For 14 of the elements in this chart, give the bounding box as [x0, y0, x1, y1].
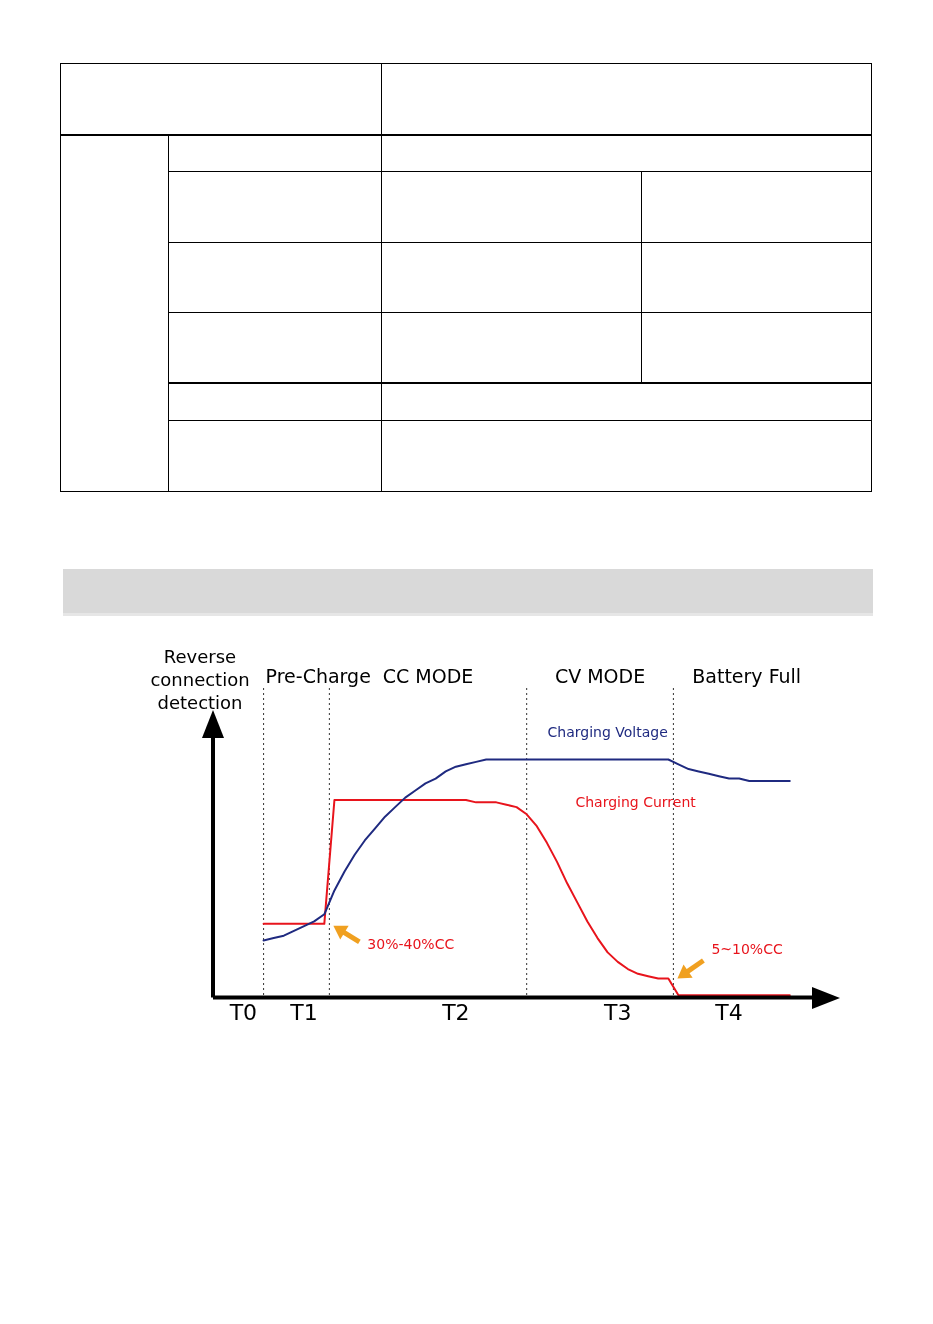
text: CV MODE — [554, 664, 646, 687]
x-tick-label: T0 — [228, 999, 258, 1025]
x-tick-label: T1 — [289, 999, 318, 1025]
x-tick-label: T2 — [441, 999, 470, 1025]
annotation: 30%-40%CC — [367, 936, 455, 953]
x-tick-label: T4 — [714, 999, 743, 1025]
text: Battery Full — [692, 664, 802, 687]
text: Pre-Charge — [265, 664, 371, 687]
text: Reverse connection detection — [150, 645, 250, 713]
series-label: Charging Voltage — [547, 724, 668, 741]
x-tick-label: T3 — [603, 999, 632, 1025]
text: Charging Current — [575, 793, 697, 810]
text: CC MODE — [382, 664, 474, 687]
annotation: 5~10%CC — [711, 941, 783, 958]
